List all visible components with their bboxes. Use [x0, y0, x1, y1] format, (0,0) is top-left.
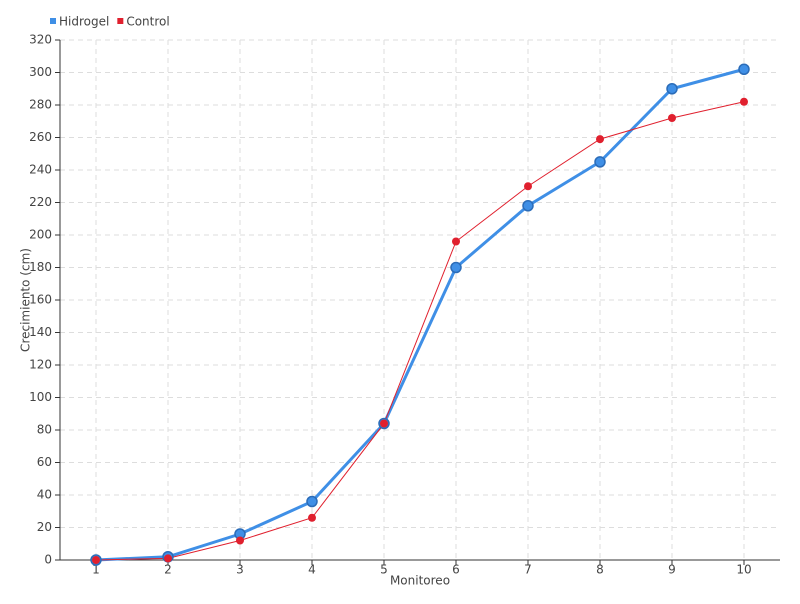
y-tick-label: 300	[29, 65, 52, 79]
y-tick-label: 200	[29, 228, 52, 242]
legend-label: Control	[126, 15, 169, 29]
data-point	[450, 261, 462, 274]
x-axis-label: Monitoreo	[390, 574, 450, 588]
data-point	[308, 513, 316, 522]
data-point	[666, 83, 678, 95]
x-tick-label: 9	[668, 563, 676, 577]
data-point	[164, 554, 172, 563]
y-tick-label: 280	[29, 98, 52, 112]
x-tick-label: 1	[92, 563, 100, 577]
x-tick-label: 5	[380, 563, 388, 577]
y-tick-label: 60	[37, 455, 52, 469]
data-point	[740, 97, 748, 106]
data-point	[452, 237, 460, 246]
x-tick-label: 2	[164, 563, 172, 577]
y-tick-label: 20	[37, 520, 52, 534]
x-tick-label: 4	[308, 563, 316, 577]
x-tick-label: 6	[452, 563, 460, 577]
x-tick-label: 3	[236, 563, 244, 577]
y-tick-label: 0	[44, 553, 52, 567]
y-tick-label: 180	[29, 260, 52, 274]
y-tick-label: 40	[37, 488, 52, 502]
data-point	[594, 156, 606, 168]
legend-swatch	[117, 18, 124, 24]
y-tick-label: 320	[29, 33, 52, 47]
legend-swatch	[50, 18, 56, 24]
data-point	[522, 200, 534, 212]
y-tick-label: 260	[29, 130, 52, 144]
y-tick-label: 240	[29, 163, 52, 177]
series-line	[95, 101, 745, 561]
y-tick-label: 140	[29, 325, 52, 339]
y-tick-label: 220	[29, 195, 52, 209]
data-point	[668, 114, 676, 122]
data-point	[380, 419, 388, 428]
data-point	[236, 536, 244, 545]
y-tick-label: 80	[37, 423, 52, 437]
series-line	[95, 67, 745, 562]
legend-label: Hidrogel	[59, 15, 109, 29]
x-tick-label: 7	[524, 563, 532, 577]
y-tick-label: 120	[29, 358, 52, 372]
data-point	[306, 495, 318, 508]
x-tick-label: 8	[596, 563, 604, 577]
data-point	[738, 63, 750, 75]
data-point	[596, 135, 604, 144]
data-point	[92, 556, 100, 564]
y-axis-label: Crecimiento (cm)	[19, 248, 33, 352]
data-point	[524, 182, 532, 191]
y-tick-label: 100	[29, 390, 52, 404]
x-tick-label: 10	[736, 563, 751, 577]
y-tick-label: 160	[29, 293, 52, 307]
